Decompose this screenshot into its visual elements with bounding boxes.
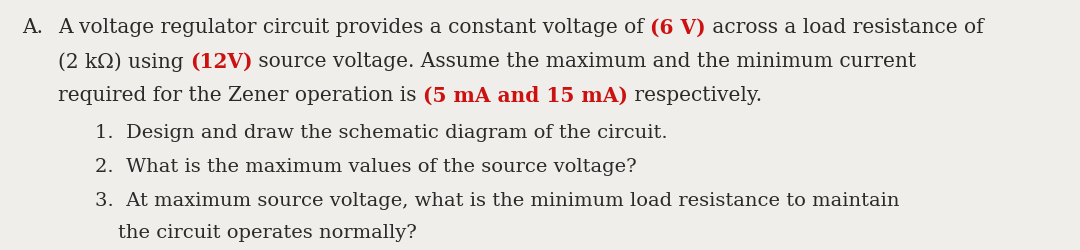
Text: 2.  What is the maximum values of the source voltage?: 2. What is the maximum values of the sou… (95, 158, 637, 176)
Text: respectively.: respectively. (627, 86, 761, 105)
Text: 3.  At maximum source voltage, what is the minimum load resistance to maintain: 3. At maximum source voltage, what is th… (95, 192, 900, 210)
Text: across a load resistance of: across a load resistance of (705, 18, 984, 37)
Text: A.: A. (22, 18, 43, 37)
Text: (12V): (12V) (190, 52, 253, 72)
Text: A voltage regulator circuit provides a constant voltage of: A voltage regulator circuit provides a c… (58, 18, 650, 37)
Text: 1.  Design and draw the schematic diagram of the circuit.: 1. Design and draw the schematic diagram… (95, 124, 667, 142)
Text: the circuit operates normally?: the circuit operates normally? (118, 224, 417, 242)
Text: (6 V): (6 V) (650, 18, 705, 38)
Text: (5 mA and 15 mA): (5 mA and 15 mA) (423, 86, 627, 106)
Text: required for the Zener operation is: required for the Zener operation is (58, 86, 423, 105)
Text: (2 kΩ) using: (2 kΩ) using (58, 52, 190, 72)
Text: source voltage. Assume the maximum and the minimum current: source voltage. Assume the maximum and t… (253, 52, 917, 71)
